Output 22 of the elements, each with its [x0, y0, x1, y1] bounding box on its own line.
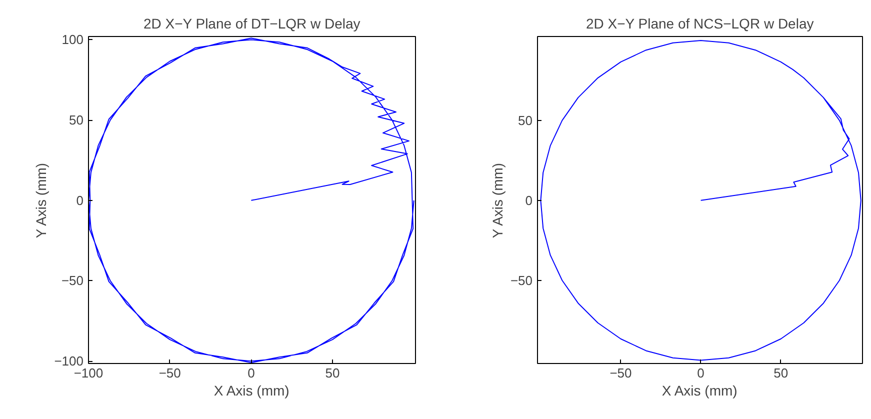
x-axis-title: X Axis (mm): [662, 382, 738, 398]
line-series: [88, 38, 414, 364]
y-axis-title: Y Axis (mm): [489, 162, 506, 238]
y-tick-label: 0: [76, 192, 84, 208]
x-tick-label: 0: [248, 366, 255, 380]
y-tick-label: 50: [69, 112, 84, 128]
chart-title: 2D X−Y Plane of NCS−LQR w Delay: [586, 16, 814, 32]
y-tick-label: 100: [62, 32, 84, 48]
x-tick-label: −50: [610, 366, 632, 380]
line-series: [540, 40, 862, 361]
x-tick-label: 50: [325, 366, 340, 380]
y-tick-label: 50: [518, 112, 533, 128]
x-tick-label: 50: [774, 366, 788, 380]
y-axis-title: Y Axis (mm): [33, 162, 50, 238]
x-axis-title: X Axis (mm): [214, 382, 290, 398]
y-tick-label: −100: [54, 354, 84, 369]
y-tick-label: 0: [525, 192, 533, 208]
y-tick-label: −50: [61, 273, 84, 288]
chart-title: 2D X−Y Plane of DT−LQR w Delay: [143, 16, 360, 32]
x-tick-label: 0: [697, 366, 704, 380]
x-tick-label: −50: [158, 366, 181, 380]
y-tick-label: −50: [510, 272, 533, 288]
